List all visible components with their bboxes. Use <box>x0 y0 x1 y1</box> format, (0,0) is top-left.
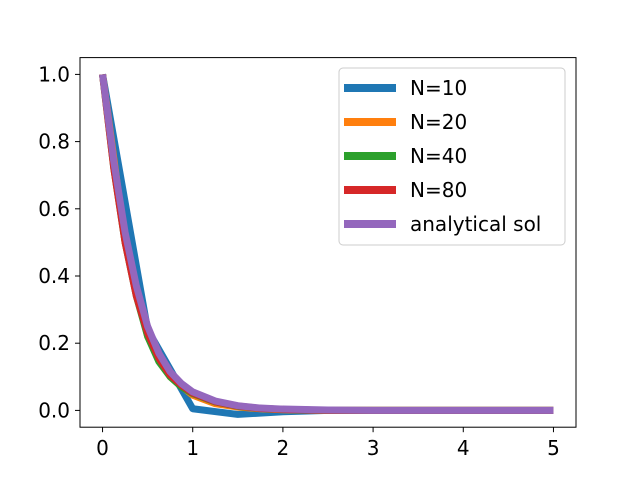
legend-label-2: N=40 <box>410 144 467 168</box>
y-tick-label-5: 1.0 <box>38 62 70 86</box>
y-tick-label-0: 0.0 <box>38 398 70 422</box>
y-tick-label-1: 0.2 <box>38 331 70 355</box>
legend-label-4: analytical sol <box>410 212 541 236</box>
y-tick-label-2: 0.4 <box>38 264 70 288</box>
y-tick-label-3: 0.6 <box>38 197 70 221</box>
x-tick-label-1: 1 <box>186 436 199 460</box>
legend-label-1: N=20 <box>410 110 467 134</box>
legend-label-3: N=80 <box>410 178 467 202</box>
x-tick-label-3: 3 <box>367 436 380 460</box>
legend-box <box>338 67 566 246</box>
x-tick-label-0: 0 <box>96 436 109 460</box>
x-axis: 0 1 2 3 4 5 <box>96 427 560 460</box>
plot-frame <box>79 57 577 428</box>
y-axis: 0.0 0.2 0.4 0.6 0.8 1.0 <box>38 62 80 422</box>
y-tick-label-4: 0.8 <box>38 130 70 154</box>
x-tick-label-4: 4 <box>457 436 470 460</box>
x-tick-label-5: 5 <box>547 436 560 460</box>
x-tick-label-2: 2 <box>277 436 290 460</box>
series-layer <box>99 73 554 418</box>
legend: N=10 N=20 N=40 N=80 analytical sol <box>338 67 566 246</box>
legend-label-0: N=10 <box>410 76 467 100</box>
series-line-4 <box>99 73 554 414</box>
